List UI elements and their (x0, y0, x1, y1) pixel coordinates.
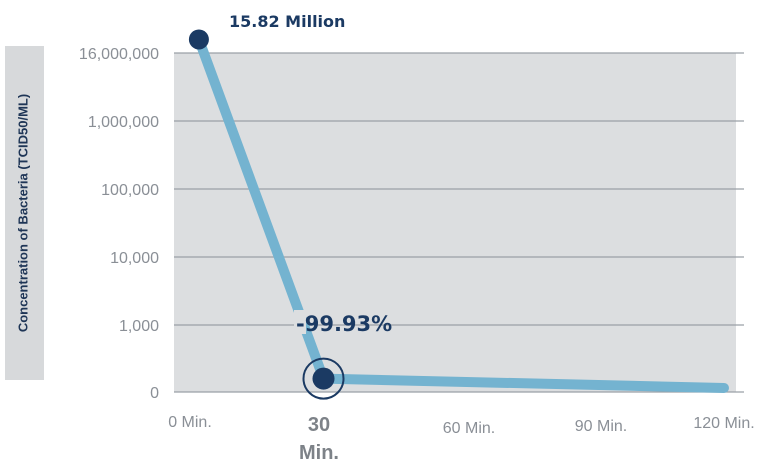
y-axis-label: Concentration of Bacteria (TCID50/ML) (15, 94, 30, 332)
x-tick-label: 0 Min. (168, 414, 212, 431)
y-tick-label: 10,000 (110, 250, 159, 267)
y-tick-label: 100,000 (101, 182, 159, 199)
y-tick-label: 0 (150, 385, 159, 402)
x-tick-label: 120 Min. (693, 415, 754, 432)
y-tick-label: 1,000,000 (88, 114, 159, 131)
data-point-30min (312, 367, 335, 390)
y-tick-labels: 16,000,000 1,000,000 100,000 10,000 1,000 0 (79, 46, 159, 402)
x-tick-label: Min. (299, 442, 339, 464)
label-gap (294, 310, 306, 334)
data-point-start (188, 29, 209, 50)
start-value-annotation: 15.82 Million (229, 12, 345, 31)
y-tick-label: 1,000 (119, 318, 159, 335)
x-tick-label: 30 (308, 414, 330, 436)
x-tick-label: 60 Min. (443, 420, 495, 437)
x-tick-label: 90 Min. (575, 418, 627, 435)
x-tick-labels: 0 Min. 30 Min. 60 Min. 90 Min. 120 Min. (168, 414, 754, 464)
y-tick-label: 16,000,000 (79, 46, 159, 63)
plot-area (174, 53, 736, 392)
data-point-ring (302, 357, 345, 400)
grid-lines (174, 52, 744, 393)
data-points (188, 29, 345, 400)
reduction-annotation: -99.93% (296, 312, 392, 336)
y-axis-label-box (5, 46, 44, 380)
